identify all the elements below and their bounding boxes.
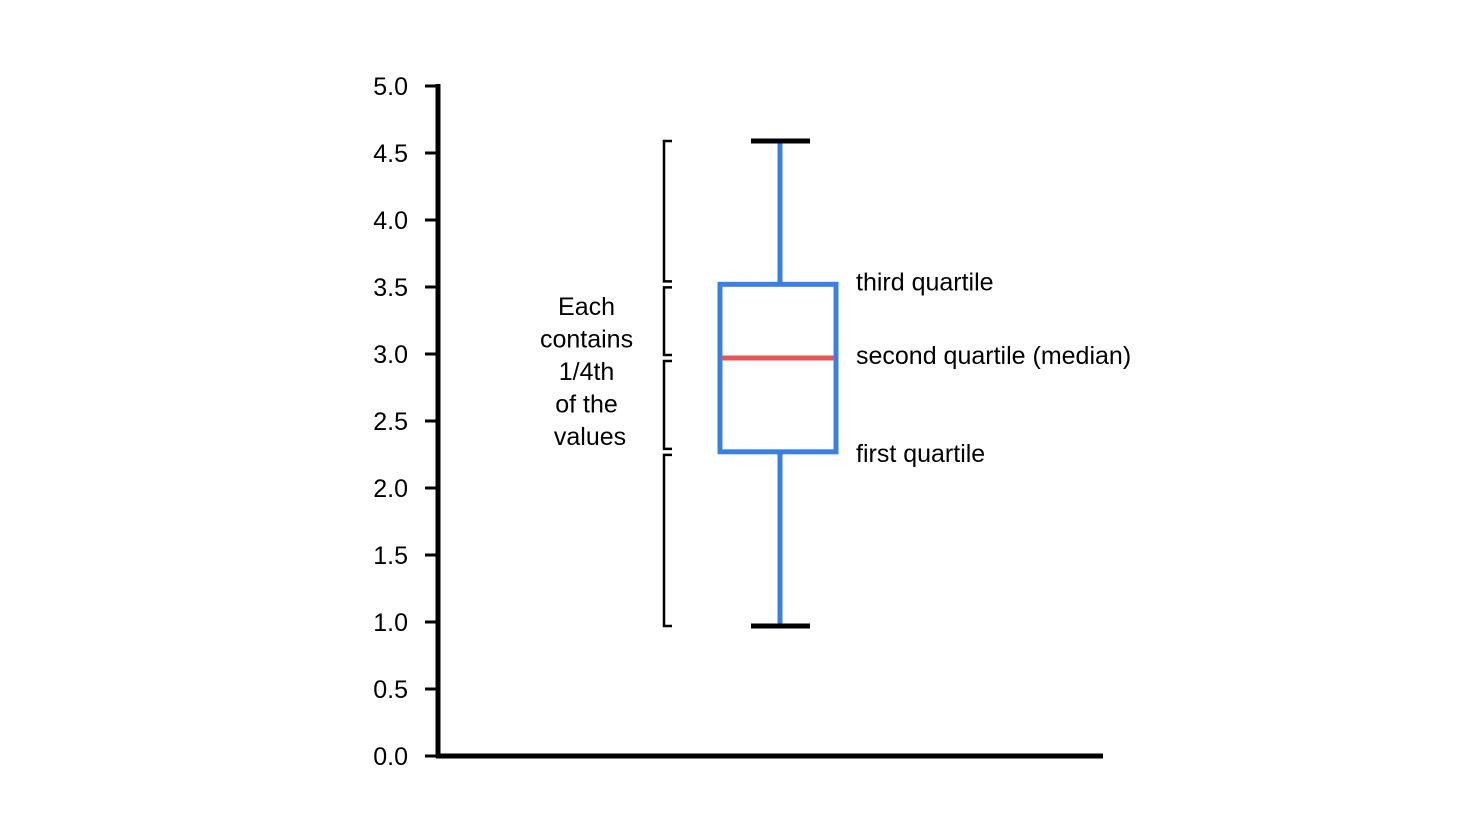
y-tick-label: 0.5 bbox=[373, 676, 408, 704]
bracket-note-line: contains bbox=[540, 326, 633, 354]
bracket-note: Each contains 1/4th of the values bbox=[540, 293, 640, 451]
y-tick-label: 1.5 bbox=[373, 542, 408, 570]
y-tick-label: 1.0 bbox=[373, 609, 408, 637]
bracket-note-line: 1/4th bbox=[559, 358, 615, 386]
y-tick-label: 5.0 bbox=[373, 73, 408, 101]
bracket-note-line: of the bbox=[555, 391, 618, 419]
first-quartile-label: first quartile bbox=[856, 440, 985, 468]
y-tick-label: 4.5 bbox=[373, 140, 408, 168]
y-tick-label: 0.0 bbox=[373, 743, 408, 771]
quartile-brackets bbox=[662, 139, 672, 628]
y-tick-label: 2.5 bbox=[373, 408, 408, 436]
y-tick-label: 3.5 bbox=[373, 274, 408, 302]
y-axis: 0.0 0.5 1.0 1.5 2.0 2.5 3.0 3.5 4.0 4.5 5.0 bbox=[373, 73, 441, 771]
third-quartile-label: third quartile bbox=[856, 268, 994, 296]
y-tick-label: 3.0 bbox=[373, 341, 408, 369]
box-plot bbox=[717, 138, 839, 629]
quartile-bracket bbox=[662, 359, 672, 451]
bracket-note-line: Each bbox=[558, 293, 615, 321]
quartile-bracket bbox=[662, 286, 672, 357]
y-tick-label: 4.0 bbox=[373, 207, 408, 235]
median-label: second quartile (median) bbox=[856, 342, 1131, 370]
bracket-note-line: values bbox=[554, 423, 626, 451]
quartile-bracket bbox=[662, 139, 672, 283]
interquartile-box bbox=[717, 281, 839, 455]
y-ticks: 0.0 0.5 1.0 1.5 2.0 2.5 3.0 3.5 4.0 4.5 5.0 bbox=[373, 73, 438, 771]
y-tick-label: 2.0 bbox=[373, 475, 408, 503]
quartile-bracket bbox=[662, 453, 672, 628]
